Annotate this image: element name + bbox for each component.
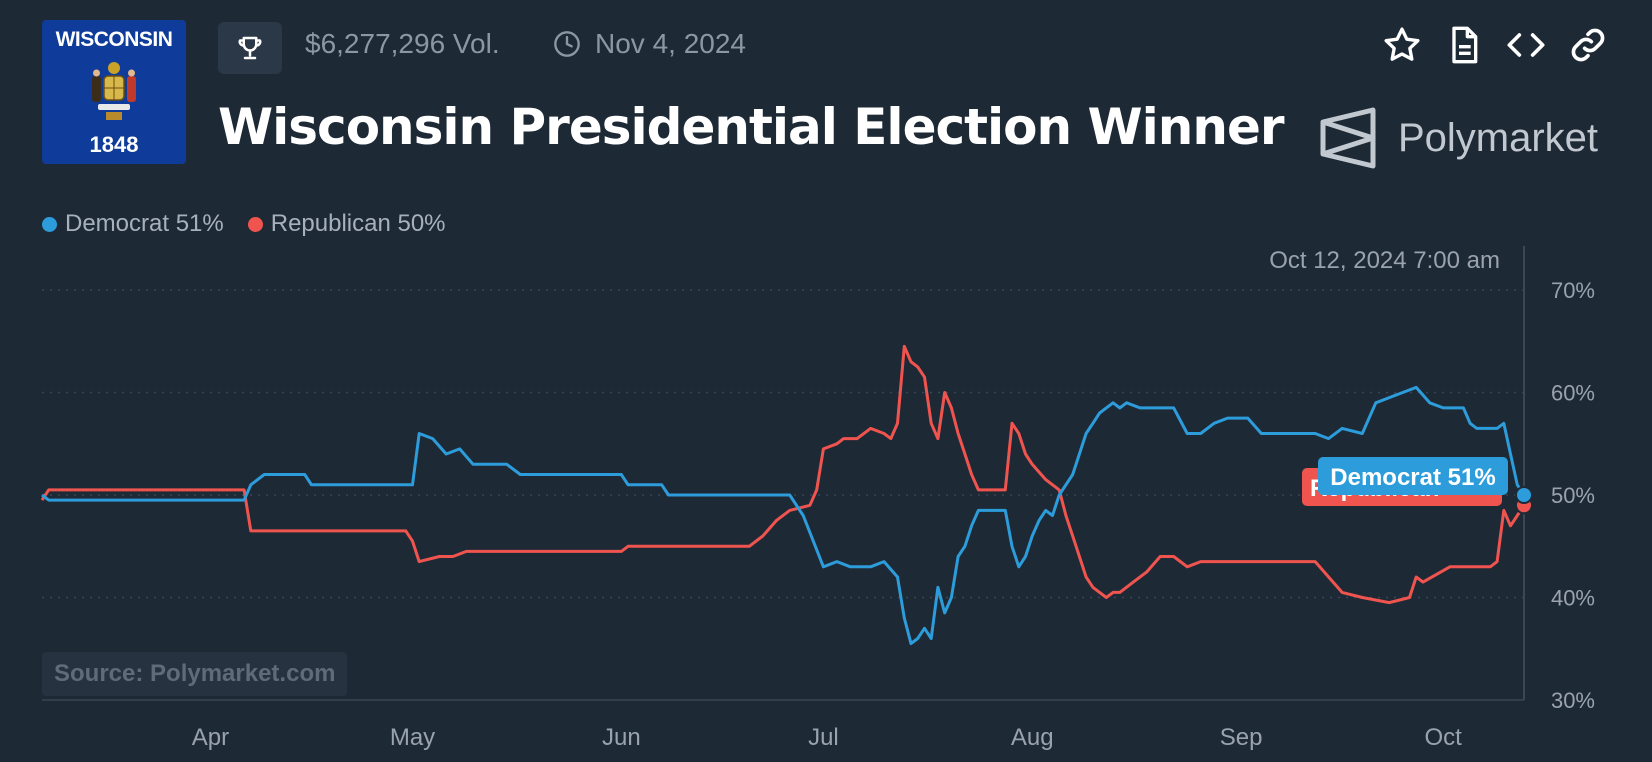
y-tick-label: 40% [1551, 586, 1595, 611]
x-tick-label: Oct [1424, 724, 1462, 751]
x-tick-label: Sep [1220, 724, 1263, 751]
wisconsin-flag: WISCONSIN 1848 [42, 20, 186, 164]
end-date-text: Nov 4, 2024 [595, 28, 746, 59]
legend-item-republican: Republican 50% [247, 210, 446, 238]
embed-document-button[interactable] [1444, 25, 1484, 65]
x-tick-label: Apr [192, 724, 229, 751]
clock-icon [554, 31, 580, 57]
star-button[interactable] [1382, 25, 1422, 65]
chart-legend: Democrat 51% Republican 50% [42, 210, 446, 238]
action-toolbar [1382, 25, 1608, 65]
y-tick-label: 50% [1551, 483, 1595, 508]
hover-timestamp: Oct 12, 2024 7:00 am [1269, 247, 1500, 274]
legend-label-democrat: Democrat 51% [65, 210, 224, 237]
polymarket-brand: Polymarket [1320, 106, 1598, 170]
polymarket-logo-icon [1320, 107, 1376, 169]
x-tick-label: Aug [1011, 724, 1054, 751]
flag-top-text: WISCONSIN [55, 28, 173, 51]
democrat-tooltip-bg [1318, 457, 1508, 495]
y-tick-label: 60% [1551, 381, 1595, 406]
y-tick-label: 70% [1551, 278, 1595, 303]
document-icon [1452, 26, 1478, 64]
brand-name: Polymarket [1397, 115, 1598, 160]
embed-code-button[interactable] [1506, 25, 1546, 65]
wisconsin-coat-of-arms-icon [92, 62, 136, 120]
end-date: Nov 4, 2024 [553, 28, 746, 60]
link-icon [1571, 28, 1605, 62]
democrat-tooltip-label: Democrat 51% [1330, 464, 1495, 491]
star-icon [1384, 27, 1420, 61]
trophy-button[interactable] [218, 22, 282, 74]
y-tick-label: 30% [1551, 688, 1595, 713]
flag-bottom-text: 1848 [89, 132, 139, 157]
source-label: Source: Polymarket.com [42, 652, 348, 696]
x-tick-label: May [390, 724, 435, 751]
series-end-dot-democrat [1515, 486, 1533, 504]
trophy-icon [238, 36, 262, 60]
code-icon [1507, 33, 1545, 57]
legend-item-democrat: Democrat 51% [42, 210, 224, 238]
x-tick-label: Jul [808, 724, 839, 751]
copy-link-button[interactable] [1568, 25, 1608, 65]
page-title: Wisconsin Presidential Election Winner [218, 98, 1285, 156]
legend-dot-democrat [42, 216, 57, 232]
series-line-republican [40, 344, 1526, 605]
legend-label-republican: Republican 50% [270, 210, 446, 237]
volume-text: $6,277,296 Vol. [305, 28, 500, 59]
legend-dot-republican [247, 216, 263, 232]
series-line-democrat [41, 385, 1526, 646]
x-tick-label: Jun [602, 724, 641, 751]
